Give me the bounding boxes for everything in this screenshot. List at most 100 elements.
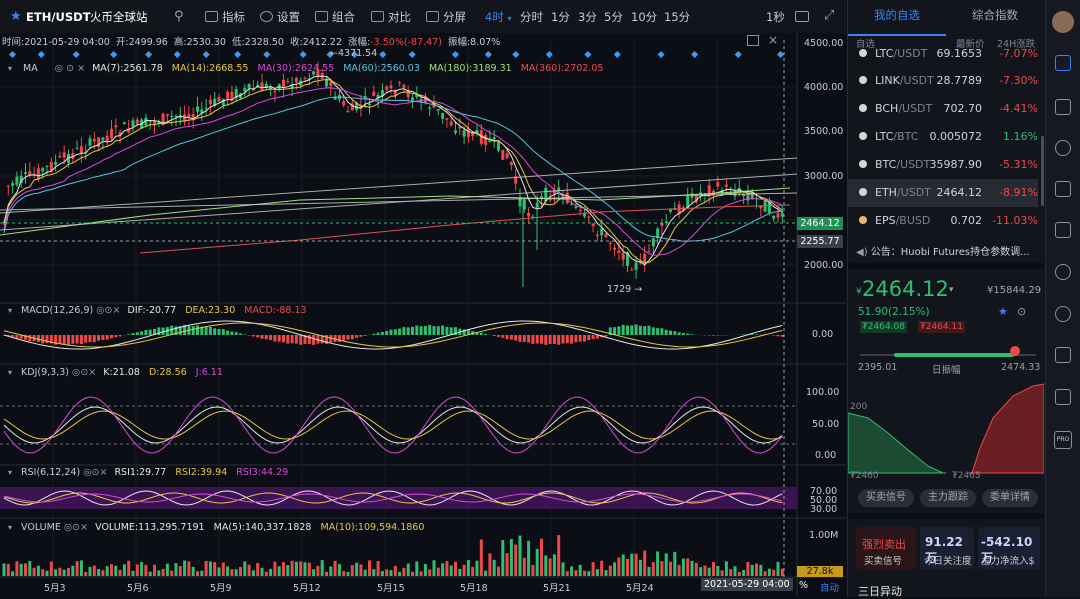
- ask-price: ₮2464.11: [918, 321, 965, 333]
- market-icon[interactable]: [1055, 99, 1071, 115]
- signal-button[interactable]: 买卖信号: [858, 489, 914, 507]
- pair-title[interactable]: ETH/USDT: [26, 8, 91, 26]
- order-detail-button[interactable]: 委单详情: [982, 489, 1038, 507]
- volume-bar: [734, 566, 737, 576]
- netflow-card[interactable]: -542.10万 主力净流入$: [978, 527, 1040, 569]
- main-pane-close-icon[interactable]: ×: [768, 33, 778, 47]
- candle: [716, 182, 719, 186]
- range-low: 2395.01: [858, 362, 897, 373]
- camera-icon[interactable]: [795, 11, 809, 22]
- close-icon[interactable]: ×: [77, 63, 85, 74]
- clock-icon[interactable]: [1055, 140, 1071, 156]
- macd-bar: [355, 335, 358, 338]
- ticker-cny: ¥15844.29: [987, 285, 1041, 296]
- star-icon[interactable]: ★: [998, 305, 1008, 318]
- volume-bar: [488, 553, 491, 576]
- volume-bar: [574, 570, 577, 576]
- alarm-icon[interactable]: [1055, 264, 1071, 280]
- volume-bar: [67, 568, 70, 576]
- compass-icon[interactable]: [1055, 306, 1071, 322]
- search-icon[interactable]: ⚲: [174, 8, 184, 26]
- auto-scale-toggle[interactable]: 自动: [820, 580, 839, 594]
- interval-15m[interactable]: 15分: [664, 8, 690, 26]
- signal-card[interactable]: 强烈卖出 买卖信号: [856, 527, 916, 569]
- gear-icon[interactable]: ⊙: [105, 305, 113, 316]
- volume-bar: [553, 554, 556, 576]
- candle: [58, 156, 61, 157]
- refresh-rate[interactable]: 1秒: [766, 8, 785, 26]
- macd-bar: [691, 334, 694, 335]
- interval-10m[interactable]: 10分: [631, 8, 657, 26]
- close-icon[interactable]: ×: [99, 467, 107, 478]
- avatar[interactable]: [1052, 11, 1074, 33]
- percent-toggle[interactable]: %: [799, 580, 808, 591]
- gear-icon[interactable]: ⊙: [66, 63, 74, 74]
- pro-icon[interactable]: PRO: [1054, 431, 1072, 449]
- macd-bar: [226, 331, 229, 335]
- watchlist-scrollbar[interactable]: [1041, 136, 1044, 206]
- favorite-star-icon[interactable]: ★: [10, 8, 22, 26]
- collapse-icon[interactable]: ▾: [8, 306, 12, 315]
- interval-3m[interactable]: 3分: [578, 8, 597, 26]
- main-force-button[interactable]: 主力跟踪: [920, 489, 976, 507]
- split-screen-button[interactable]: 分屏: [426, 8, 466, 26]
- macd-bar: [777, 335, 780, 336]
- volume-bar: [544, 555, 547, 576]
- volume-bar: [695, 563, 698, 576]
- notification-icon[interactable]: [1055, 389, 1071, 405]
- volume-bar: [243, 561, 246, 576]
- settings-button[interactable]: 设置: [260, 8, 300, 26]
- attention-card[interactable]: 91.22万 今日关注度: [920, 527, 974, 569]
- volume-bar: [71, 566, 74, 576]
- volume-bar: [364, 570, 367, 576]
- macd-bar: [415, 326, 418, 335]
- eye-icon[interactable]: ◎: [64, 522, 72, 533]
- main-pane-settings-icon[interactable]: [747, 35, 759, 46]
- calculator-icon[interactable]: [1055, 347, 1071, 363]
- volume-bar: [119, 570, 122, 576]
- close-icon[interactable]: ×: [88, 367, 96, 378]
- chevron-down-icon[interactable]: ▾: [949, 285, 954, 295]
- share-icon[interactable]: ⊙: [1017, 305, 1026, 318]
- collapse-icon[interactable]: ▾: [8, 523, 12, 532]
- fullscreen-icon[interactable]: ⤢: [824, 7, 834, 25]
- volume-bar: [729, 569, 732, 576]
- macd-bar: [132, 333, 135, 335]
- interval-tick[interactable]: 分时: [520, 8, 543, 26]
- macd-bar: [497, 335, 500, 337]
- watchlist-icon[interactable]: [1055, 55, 1071, 71]
- compare-button[interactable]: 对比: [371, 8, 411, 26]
- collapse-icon[interactable]: ▾: [8, 468, 12, 477]
- tab-composite-index[interactable]: 综合指数: [946, 0, 1044, 34]
- macd-bar: [101, 335, 104, 340]
- indicator-button[interactable]: 指标: [205, 8, 245, 26]
- tab-my-watchlist[interactable]: 我的自选: [848, 0, 946, 36]
- combine-icon: [315, 11, 328, 22]
- interval-1m[interactable]: 1分: [551, 8, 570, 26]
- combine-button[interactable]: 组合: [315, 8, 355, 26]
- interval-5m[interactable]: 5分: [604, 8, 623, 26]
- eye-icon[interactable]: ◎: [55, 63, 63, 74]
- macd-bar: [291, 335, 294, 343]
- depth-chart[interactable]: [848, 378, 1044, 483]
- volume-bar: [175, 563, 178, 576]
- interval-dropdown[interactable]: 4时 ▾: [485, 8, 512, 26]
- macd-bar: [144, 330, 147, 335]
- news-icon[interactable]: [1055, 181, 1071, 197]
- gear-icon[interactable]: ⊙: [72, 522, 80, 533]
- eye-icon[interactable]: ◎: [96, 305, 104, 316]
- close-icon[interactable]: ×: [80, 522, 88, 533]
- close-icon[interactable]: ×: [113, 305, 121, 316]
- volume-bar: [437, 568, 440, 576]
- trade-icon[interactable]: [1055, 222, 1071, 238]
- announcement-bar[interactable]: ◀) 公告：Huobi Futures持仓参数调...: [856, 243, 1030, 258]
- collapse-icon[interactable]: ▾: [8, 368, 12, 377]
- collapse-icon[interactable]: ▾: [8, 64, 12, 73]
